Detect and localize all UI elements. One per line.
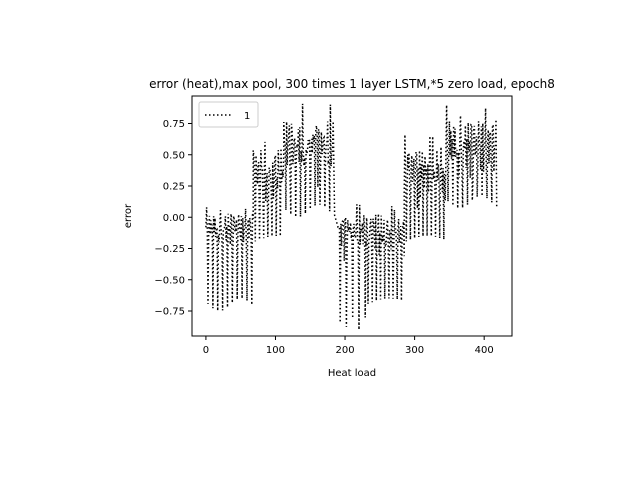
x-tick-label: 300	[405, 345, 424, 356]
axes-ticks: 0 100 200 300 400 −0.75 −0.50 −0.25 0.00 0.25 0.50…	[154, 119, 493, 356]
series-line-1	[205, 103, 498, 330]
y-tick-label: −0.25	[154, 244, 185, 255]
y-tick-label: −0.75	[154, 307, 185, 318]
plot-area	[191, 95, 513, 337]
x-tick-label: 400	[475, 345, 494, 356]
x-tick-label: 100	[266, 345, 285, 356]
y-tick-label: −0.50	[154, 275, 185, 286]
legend-box	[198, 101, 259, 128]
y-tick-label: 0.75	[163, 119, 185, 130]
x-tick-label: 200	[335, 345, 354, 356]
x-tick-label: 0	[203, 345, 209, 356]
y-tick-label: 0.00	[163, 213, 185, 224]
legend-entry-1: 1	[244, 111, 250, 122]
y-tick-label: 0.50	[163, 150, 185, 161]
legend: 1	[198, 101, 259, 128]
y-tick-label: 0.25	[163, 182, 185, 193]
x-axis-label: Heat load	[328, 368, 376, 379]
y-axis-label: error	[123, 203, 134, 228]
axes-frame	[191, 95, 513, 337]
chart-title: error (heat),max pool, 300 times 1 layer…	[149, 77, 555, 91]
